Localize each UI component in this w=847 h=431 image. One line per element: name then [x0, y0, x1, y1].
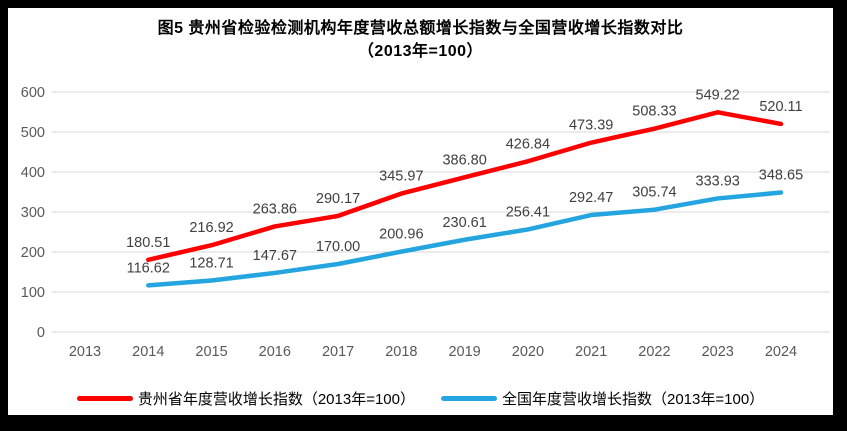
series-line-national — [146, 190, 784, 288]
data-label: 216.92 — [189, 220, 233, 236]
x-axis-label: 2020 — [512, 344, 544, 360]
x-axis-label: 2015 — [195, 344, 227, 360]
data-label: 263.86 — [253, 201, 297, 217]
legend-label-national: 全国年度营收增长指数（2013年=100） — [502, 391, 765, 408]
chart-title: 图5 贵州省检验检测机构年度营收总额增长指数与全国营收增长指数对比 （2013年… — [8, 17, 833, 63]
data-label: 290.17 — [316, 191, 360, 207]
x-axis-label: 2016 — [259, 344, 291, 360]
data-label: 549.22 — [696, 87, 740, 103]
data-label: 170.00 — [316, 239, 360, 255]
data-label: 116.62 — [127, 260, 170, 276]
y-axis-label: 0 — [37, 325, 45, 341]
data-label: 230.61 — [442, 215, 486, 231]
series-line-guizhou — [146, 110, 784, 263]
legend-swatch-national-icon — [441, 396, 497, 401]
x-axis-label: 2023 — [702, 344, 734, 360]
data-label: 333.93 — [696, 173, 740, 189]
line-chart: 0 100 200 300 400 500 600 2013 2014 2015 2016 2017 2… — [21, 85, 830, 360]
data-label: 147.67 — [253, 248, 297, 264]
x-axis-label: 2022 — [638, 344, 670, 360]
x-axis-label: 2024 — [765, 344, 797, 360]
legend-label-guizhou: 贵州省年度营收增长指数（2013年=100） — [137, 391, 415, 408]
data-label: 256.41 — [506, 204, 550, 220]
data-label: 305.74 — [632, 185, 676, 201]
x-axis-label: 2019 — [448, 344, 480, 360]
legend-swatch-guizhou-icon — [76, 396, 133, 401]
legend-item-guizhou: 贵州省年度营收增长指数（2013年=100） — [76, 388, 415, 409]
x-axis-label: 2017 — [322, 344, 354, 360]
legend-item-national: 全国年度营收增长指数（2013年=100） — [441, 388, 764, 409]
y-axis-label: 500 — [21, 125, 45, 141]
y-axis-label: 300 — [21, 205, 45, 221]
chart-title-line1: 图5 贵州省检验检测机构年度营收总额增长指数与全国营收增长指数对比 — [157, 20, 684, 37]
data-label: 386.80 — [442, 152, 486, 168]
data-label: 348.65 — [759, 168, 803, 184]
x-axis-label: 2013 — [69, 344, 101, 360]
y-axis-label: 100 — [21, 285, 45, 301]
x-axis-label: 2014 — [132, 344, 164, 360]
data-label: 292.47 — [569, 190, 613, 206]
chart-legend: 贵州省年度营收增长指数（2013年=100） 全国年度营收增长指数（2013年=… — [8, 388, 833, 409]
y-axis-label: 400 — [21, 165, 45, 181]
chart-panel: 图5 贵州省检验检测机构年度营收总额增长指数与全国营收增长指数对比 （2013年… — [8, 8, 833, 415]
x-axis-label: 2021 — [575, 344, 607, 360]
x-axis-label: 2018 — [385, 344, 417, 360]
data-label: 200.96 — [379, 227, 423, 243]
data-label: 180.51 — [126, 235, 170, 251]
data-label: 345.97 — [379, 169, 423, 185]
data-label: 128.71 — [189, 256, 233, 272]
data-label: 426.84 — [506, 136, 550, 152]
chart-title-line2: （2013年=100） — [357, 43, 484, 60]
data-label: 473.39 — [569, 118, 613, 134]
y-axis-label: 600 — [21, 85, 45, 101]
y-axis-label: 200 — [21, 245, 45, 261]
data-label: 508.33 — [632, 104, 676, 120]
data-label: 520.11 — [759, 99, 802, 115]
